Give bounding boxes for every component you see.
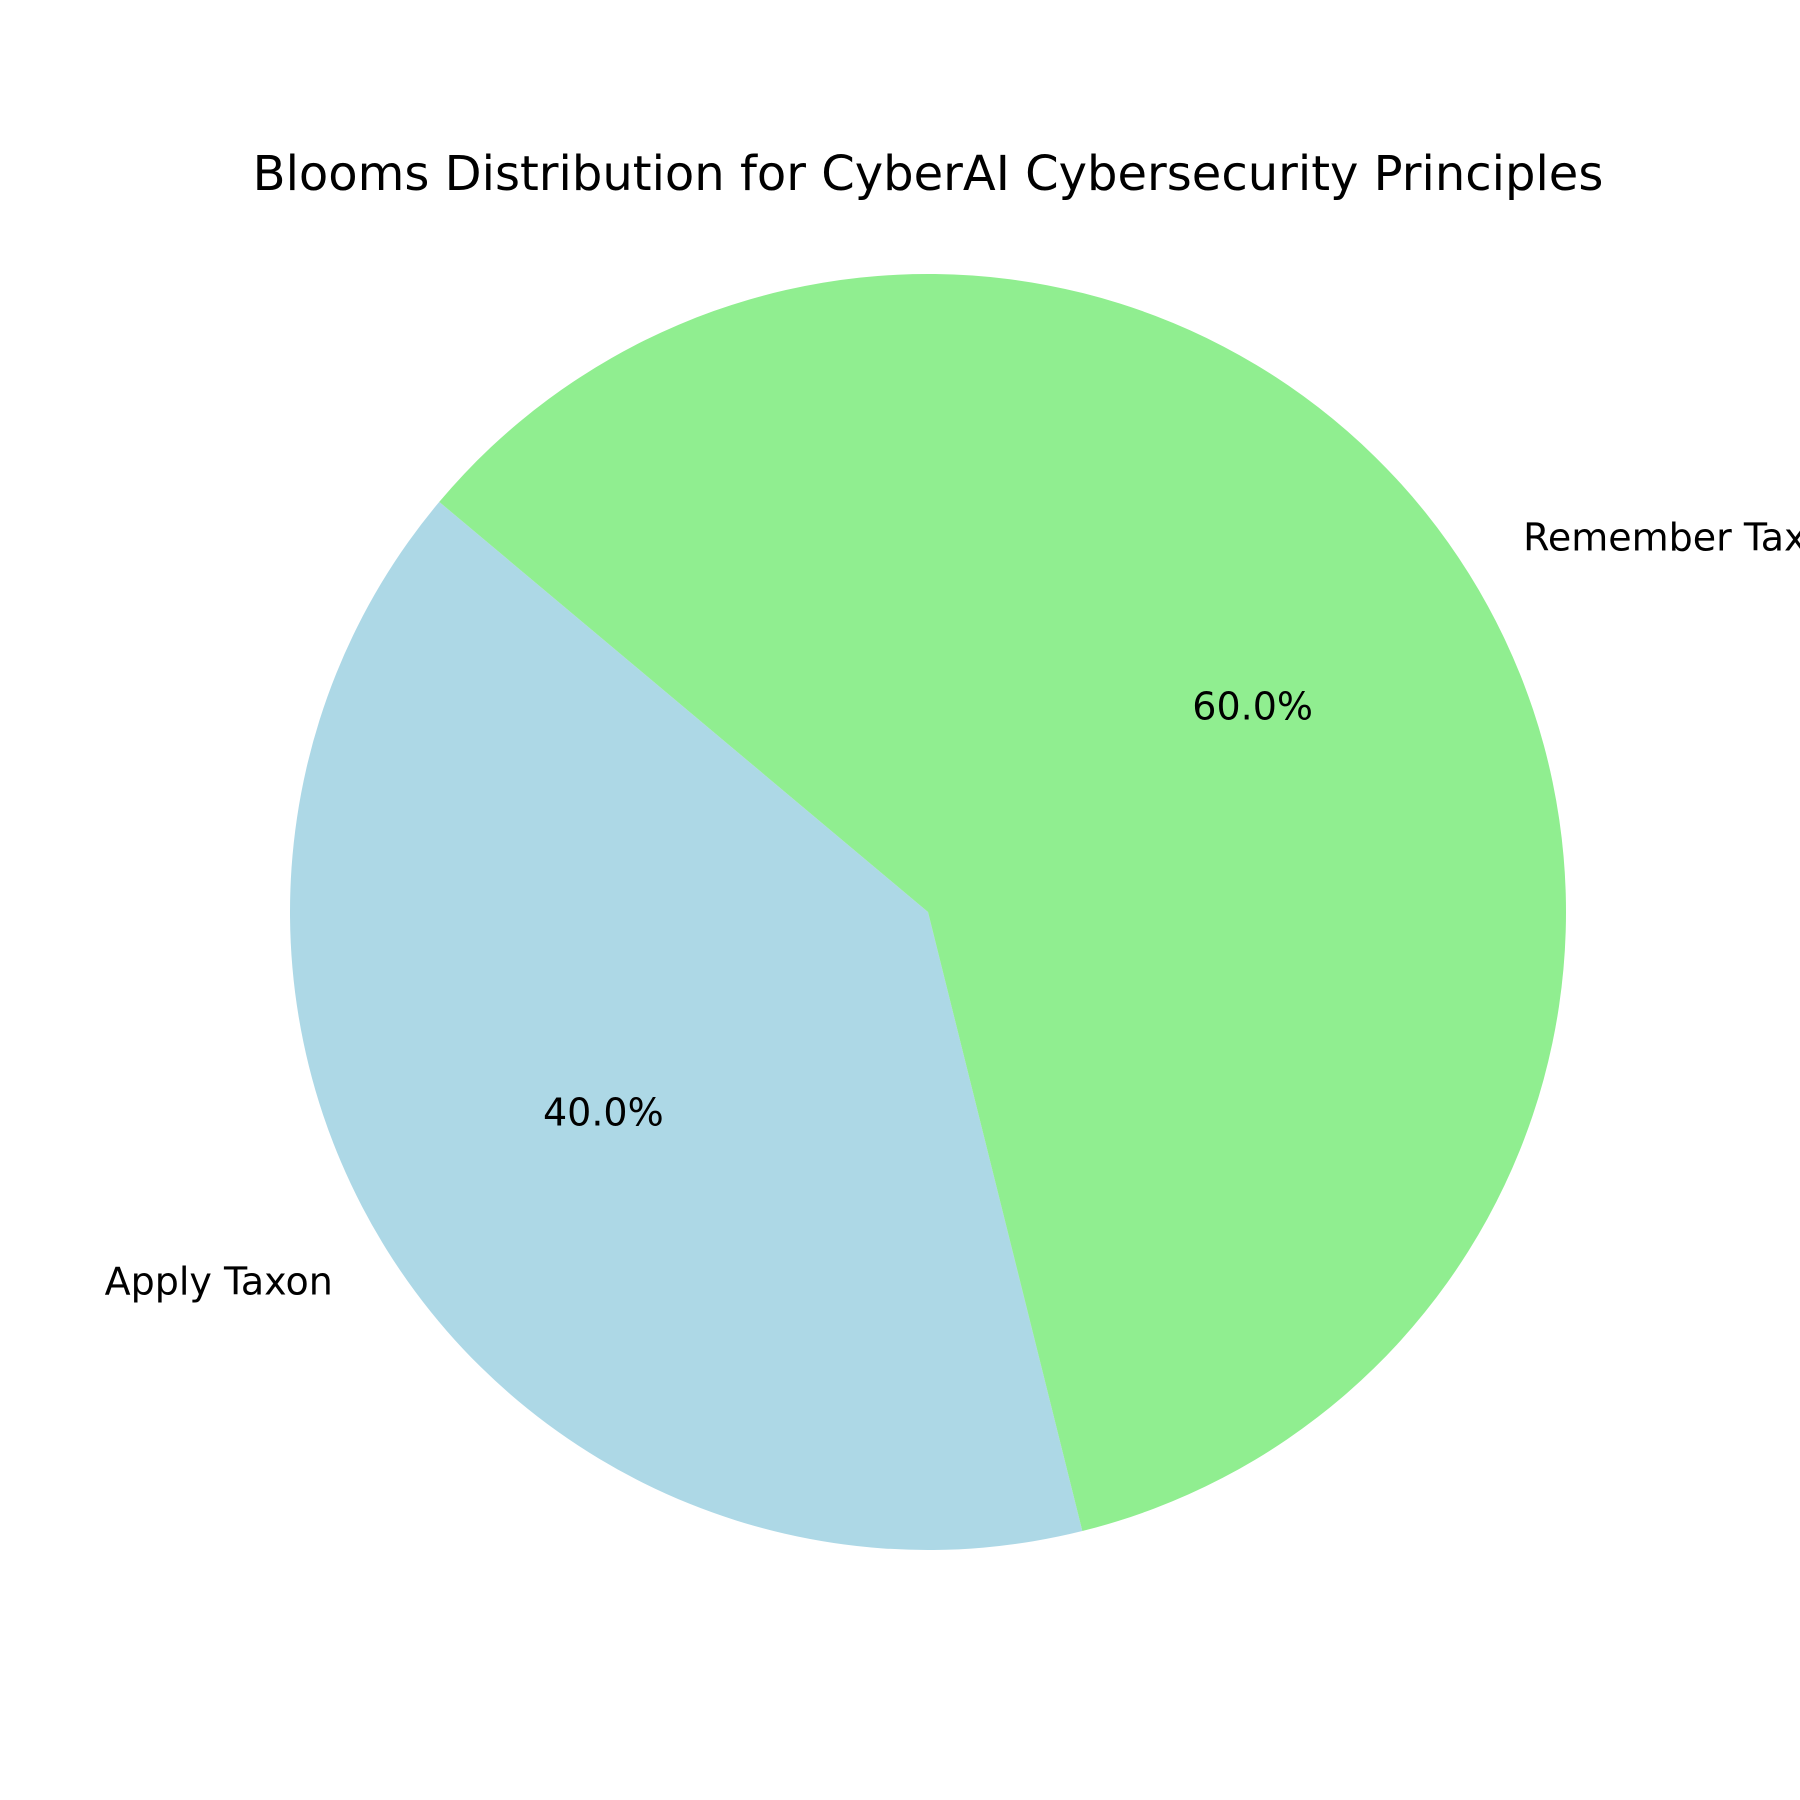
slice-label-apply-taxon: Apply Taxon [105, 1259, 333, 1303]
labels-layer: Apply Taxon 40.0% Remember Taxon 60.0% [105, 516, 1800, 1304]
slice-label-remember-taxon: Remember Taxon [1523, 516, 1800, 560]
pct-label-remember-taxon: 60.0% [1192, 685, 1313, 729]
chart-title: Blooms Distribution for CyberAI Cybersec… [253, 146, 1604, 202]
pct-label-apply-taxon: 40.0% [543, 1090, 664, 1134]
slices-layer [289, 273, 1566, 1551]
pie-slice-apply-taxon [289, 501, 1083, 1551]
pie-slice-remember-taxon [439, 273, 1566, 1532]
